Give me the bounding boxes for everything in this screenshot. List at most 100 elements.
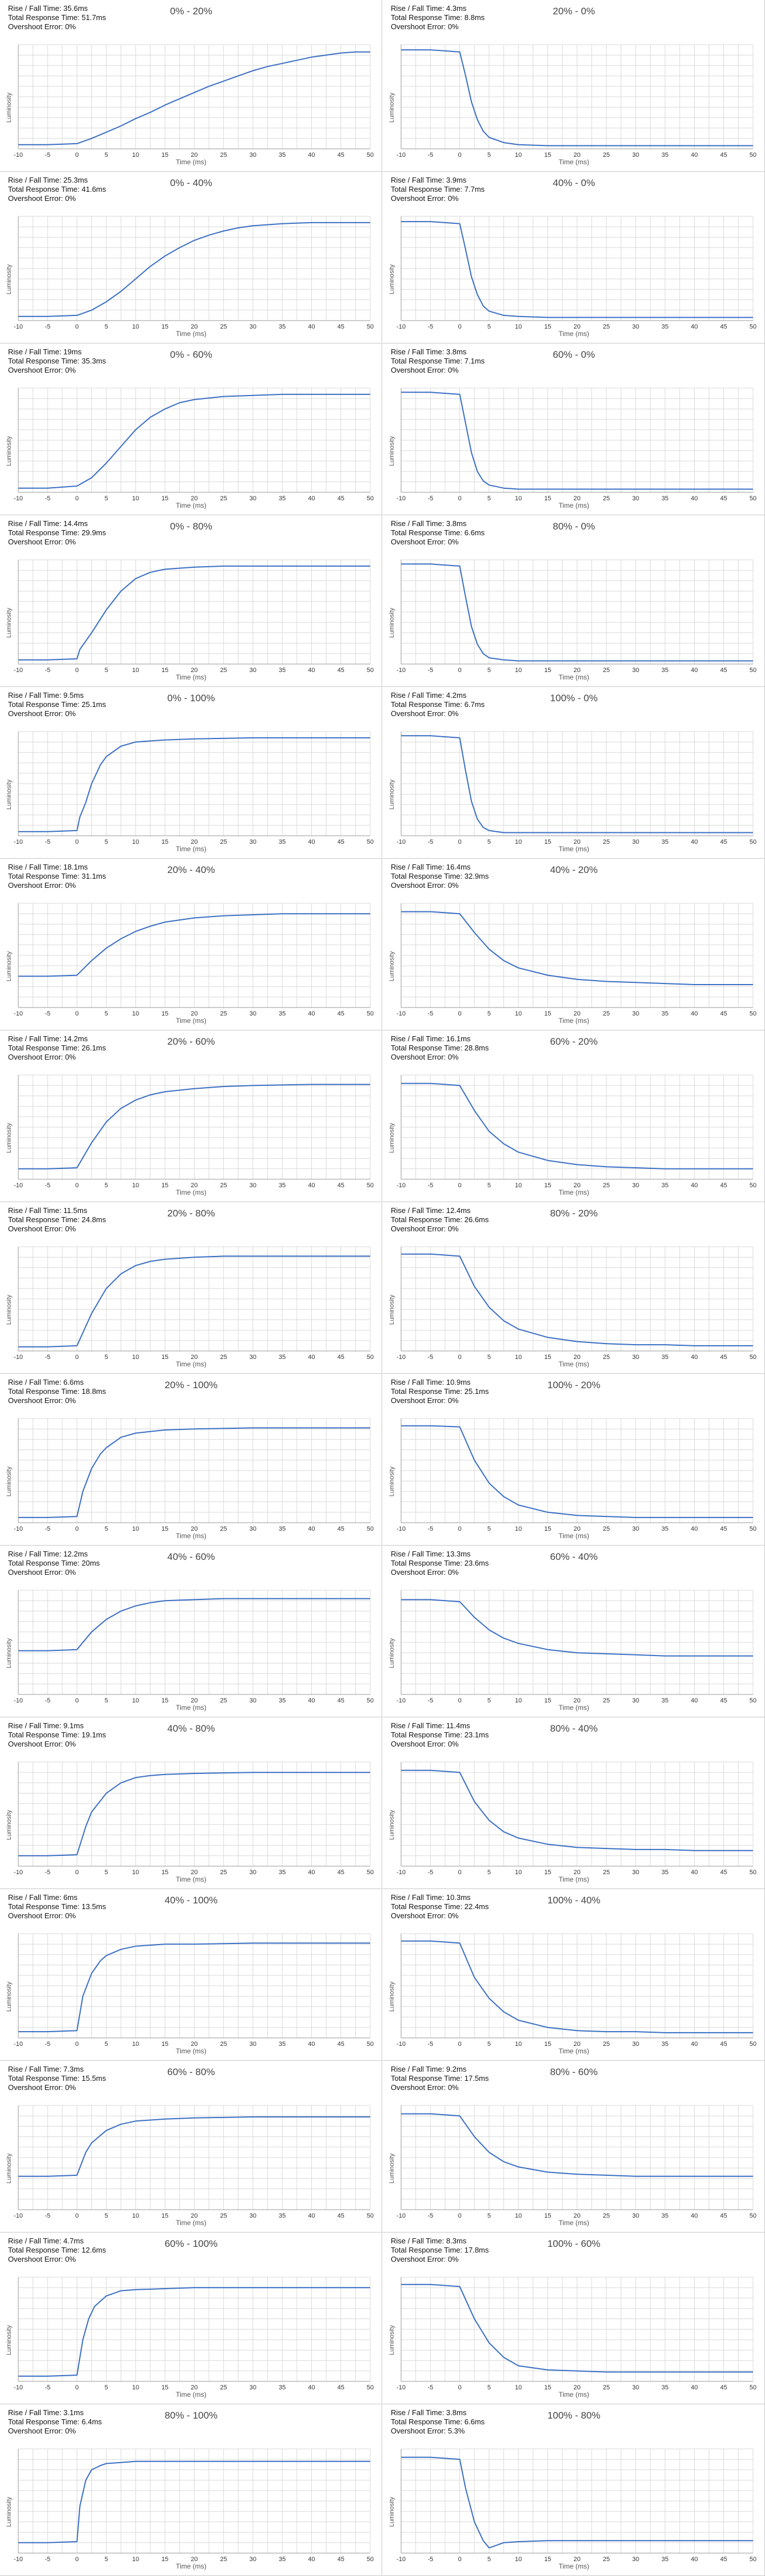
series-line xyxy=(401,2456,753,2549)
chart-title: 80% - 0% xyxy=(553,521,595,532)
x-tick-label: 15 xyxy=(161,2212,168,2219)
chart-panel: Rise / Fall Time: 11.5ms Total Response T… xyxy=(0,1202,382,1374)
x-tick-label: 35 xyxy=(661,2384,668,2391)
x-tick-label: 20 xyxy=(191,2384,197,2391)
x-tick-label: 25 xyxy=(603,1354,610,1361)
x-axis-label: Time (ms) xyxy=(558,2219,589,2227)
x-tick-label: -5 xyxy=(427,2041,433,2048)
series-line xyxy=(18,1255,370,1348)
overshoot-error-text: Overshoot Error: 0% xyxy=(8,2083,76,2092)
chart-plot: -10 -5 0 5 10 15 20 25 30 35 40 45 50 xyxy=(14,2448,374,2563)
x-tick-label: -10 xyxy=(14,2212,23,2219)
series-line xyxy=(18,1942,370,2033)
x-tick-label: -10 xyxy=(14,2384,23,2391)
series-line xyxy=(18,913,370,977)
x-tick-label: -10 xyxy=(14,1182,23,1189)
x-tick-label: 15 xyxy=(544,1354,551,1361)
x-axis-label: Time (ms) xyxy=(176,1704,207,1712)
response-stats: Rise / Fall Time: 10.3ms Total Response T… xyxy=(391,1893,489,1921)
x-tick-label: 50 xyxy=(750,152,756,159)
x-tick-label: 35 xyxy=(661,1182,668,1189)
total-response-time-text: Total Response Time: 29.9ms xyxy=(8,528,106,537)
x-tick-label: 25 xyxy=(220,1526,227,1532)
series-line xyxy=(18,2116,370,2177)
x-tick-label: 5 xyxy=(105,2212,108,2219)
series-line xyxy=(401,1425,753,1518)
x-tick-label: 20 xyxy=(191,2041,197,2048)
x-tick-label: -5 xyxy=(45,839,50,846)
overshoot-error-text: Overshoot Error: 0% xyxy=(8,366,76,374)
x-tick-label: 20 xyxy=(191,1526,197,1532)
x-tick-label: 0 xyxy=(458,2556,461,2563)
chart-title: 0% - 20% xyxy=(170,6,212,17)
x-tick-label: 25 xyxy=(220,839,227,846)
chart-title: 100% - 40% xyxy=(547,1895,601,1906)
x-tick-label: 50 xyxy=(750,2556,756,2563)
series-line xyxy=(18,2287,370,2377)
rise-fall-time-text: Rise / Fall Time: 4.2ms xyxy=(391,691,467,700)
x-tick-label: -10 xyxy=(14,2556,23,2563)
chart-panel: Rise / Fall Time: 8.3ms Total Response Ti… xyxy=(383,2233,765,2404)
x-tick-label: 5 xyxy=(105,2556,108,2563)
x-tick-label: 40 xyxy=(691,323,697,330)
x-tick-label: 45 xyxy=(720,1182,727,1189)
x-tick-label: 15 xyxy=(544,667,551,674)
chart-title: 60% - 80% xyxy=(167,2067,215,2077)
x-tick-label: -10 xyxy=(397,323,406,330)
x-tick-label: 5 xyxy=(105,1526,108,1532)
x-tick-label: -5 xyxy=(427,323,433,330)
series-line xyxy=(401,735,753,833)
x-axis-label: Time (ms) xyxy=(176,845,207,853)
x-tick-label: 45 xyxy=(338,1010,344,1017)
x-tick-label: 15 xyxy=(161,2041,168,2048)
x-tick-label: 35 xyxy=(661,1354,668,1361)
x-tick-label: 5 xyxy=(105,323,108,330)
rise-fall-time-text: Rise / Fall Time: 4.7ms xyxy=(8,2237,84,2245)
x-tick-label: 5 xyxy=(105,495,108,502)
x-tick-label: 20 xyxy=(191,2212,197,2219)
x-tick-label: 30 xyxy=(632,1869,639,1876)
x-tick-label: 0 xyxy=(75,1869,78,1876)
response-stats: Rise / Fall Time: 11.4ms Total Response T… xyxy=(391,1721,489,1749)
x-tick-label: 0 xyxy=(458,2384,461,2391)
chart-panel: Rise / Fall Time: 14.4ms Total Response T… xyxy=(0,515,382,687)
x-tick-label: 50 xyxy=(367,667,374,674)
x-tick-label: 45 xyxy=(338,2212,344,2219)
total-response-time-text: Total Response Time: 23.1ms xyxy=(391,1730,489,1739)
total-response-time-text: Total Response Time: 51.7ms xyxy=(8,13,106,22)
chart-panel: Rise / Fall Time: 9.5ms Total Response Ti… xyxy=(0,687,382,859)
x-tick-label: 15 xyxy=(544,2556,551,2563)
x-tick-label: 40 xyxy=(308,1869,315,1876)
x-tick-label: -10 xyxy=(397,2212,406,2219)
x-tick-label: 10 xyxy=(132,1869,139,1876)
x-tick-label: 5 xyxy=(487,2556,491,2563)
chart-title: 40% - 100% xyxy=(164,1895,218,1906)
total-response-time-text: Total Response Time: 7.7ms xyxy=(391,185,485,193)
x-tick-label: 0 xyxy=(458,1182,461,1189)
chart-plot: -10 -5 0 5 10 15 20 25 30 35 40 45 50 xyxy=(14,1933,374,2048)
x-tick-label: 0 xyxy=(75,323,78,330)
x-tick-label: 30 xyxy=(632,2041,639,2048)
x-tick-label: -10 xyxy=(14,1354,23,1361)
x-tick-label: 25 xyxy=(603,2384,610,2391)
x-tick-label: -5 xyxy=(45,1697,50,1704)
x-tick-label: 30 xyxy=(249,152,256,159)
x-tick-label: 20 xyxy=(573,1182,580,1189)
chart-title: 80% - 40% xyxy=(550,1723,598,1734)
x-tick-label: 10 xyxy=(515,2212,522,2219)
x-tick-label: 0 xyxy=(458,323,461,330)
x-tick-label: 20 xyxy=(573,1354,580,1361)
x-tick-label: 15 xyxy=(161,839,168,846)
x-tick-label: 45 xyxy=(338,323,344,330)
chart-panel: Rise / Fall Time: 4.3ms Total Response Ti… xyxy=(383,0,765,172)
x-axis-label: Time (ms) xyxy=(176,673,207,681)
x-tick-label: 0 xyxy=(458,152,461,159)
x-tick-label: 35 xyxy=(661,839,668,846)
chart-title: 40% - 60% xyxy=(167,1551,215,1562)
x-tick-label: 30 xyxy=(632,2212,639,2219)
chart-title: 80% - 20% xyxy=(550,1208,598,1219)
rise-fall-time-text: Rise / Fall Time: 14.4ms xyxy=(8,519,88,528)
response-stats: Rise / Fall Time: 3.8ms Total Response Ti… xyxy=(391,2408,485,2436)
rise-fall-time-text: Rise / Fall Time: 3.8ms xyxy=(391,2408,467,2417)
x-tick-label: 30 xyxy=(249,1526,256,1532)
